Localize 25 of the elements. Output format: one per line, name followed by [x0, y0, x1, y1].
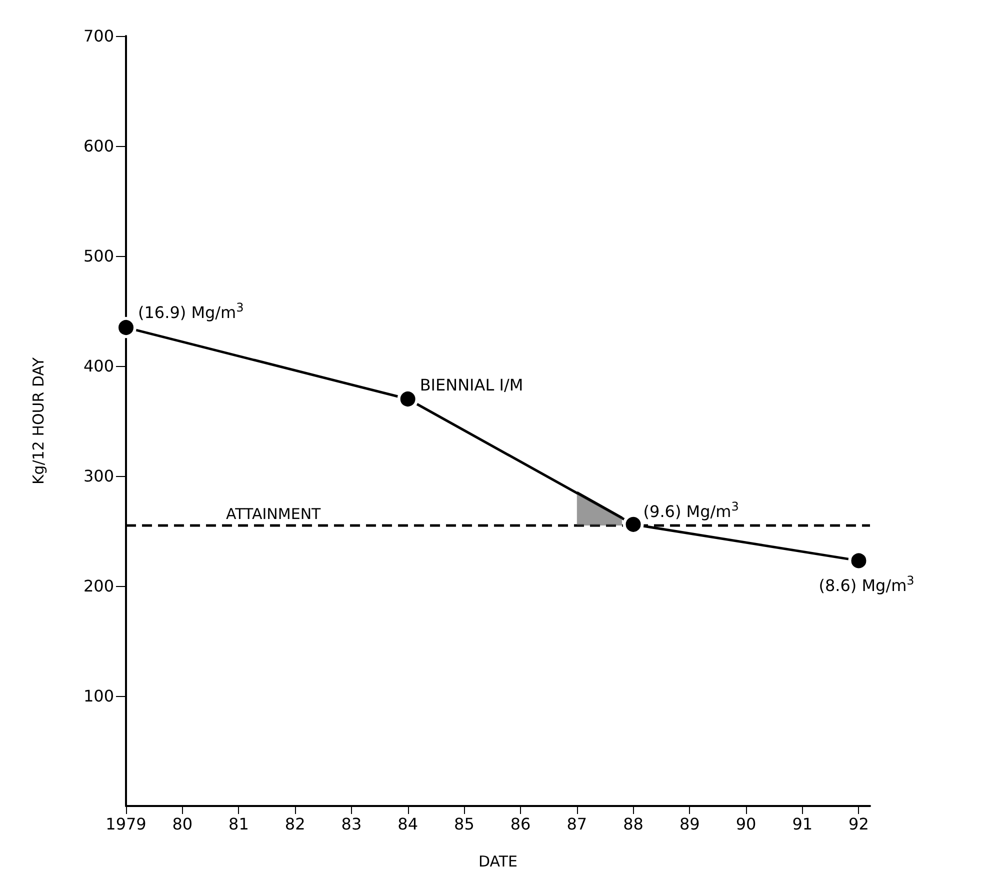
x-tick-label: 91 — [792, 814, 813, 834]
x-tick-label: 83 — [341, 814, 362, 834]
y-tick-label: 700 — [83, 26, 114, 46]
annotation: BIENNIAL I/M — [420, 376, 524, 394]
x-tick-label: 84 — [398, 814, 418, 834]
x-tick-label: 80 — [172, 814, 193, 834]
x-tick-label: 92 — [848, 814, 869, 834]
x-tick-label: 89 — [679, 814, 700, 834]
x-tick-label: 85 — [454, 814, 474, 834]
y-tick-label: 400 — [83, 356, 114, 376]
y-tick-label: 100 — [83, 686, 114, 706]
x-tick-label: 88 — [623, 814, 644, 834]
x-tick-label: 86 — [510, 814, 531, 834]
y-tick-label: 500 — [83, 246, 114, 266]
ref-line-label: ATTAINMENT — [226, 505, 322, 523]
x-tick-label: 82 — [284, 814, 306, 834]
y-tick-label: 200 — [83, 576, 114, 596]
x-tick-label: 90 — [736, 814, 756, 834]
x-tick-label: 81 — [228, 814, 249, 834]
x-tick-label: 1979 — [106, 814, 146, 834]
x-tick-label: 87 — [566, 814, 588, 834]
y-tick-label: 600 — [83, 136, 114, 156]
y-axis-title: Kg/12 HOUR DAY — [30, 356, 48, 485]
x-axis-title: DATE — [478, 852, 518, 870]
y-tick-label: 300 — [83, 466, 114, 486]
